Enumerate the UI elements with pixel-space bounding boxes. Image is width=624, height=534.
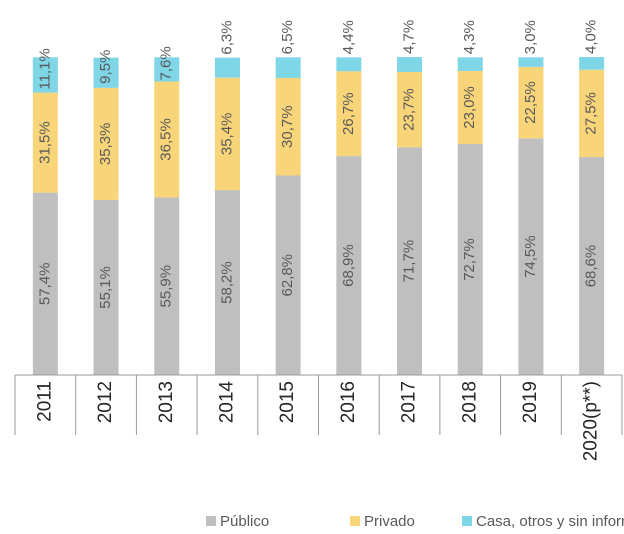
bar-segment [32, 192, 58, 375]
bar-segment [32, 57, 58, 93]
bar-segment [32, 92, 58, 193]
bar-segment [214, 57, 240, 78]
bar-segment [336, 71, 362, 157]
data-label: 57,4% [36, 263, 53, 306]
bar-segment [93, 57, 119, 88]
data-label: 30,7% [279, 105, 296, 148]
legend-label: Casa, otros y sin información [476, 513, 624, 530]
x-tick-label: 2013 [156, 381, 177, 423]
data-label: 6,3% [218, 20, 235, 54]
legend-label: Privado [364, 513, 415, 530]
data-label: 36,5% [158, 118, 175, 161]
data-label: 26,7% [340, 92, 357, 135]
x-tick-label: 2017 [399, 381, 420, 423]
data-label: 7,6% [158, 46, 175, 80]
data-label: 27,5% [583, 92, 600, 135]
data-label: 4,7% [401, 20, 418, 54]
data-label: 74,5% [522, 235, 539, 278]
bar-segment [214, 77, 240, 191]
x-tick-label: 2016 [338, 381, 359, 423]
bar-segment [214, 190, 240, 375]
bar-segment [457, 144, 483, 375]
bar-segment [154, 57, 180, 82]
bar-segment [154, 197, 180, 375]
data-label: 22,5% [522, 81, 539, 124]
bar-segment [397, 57, 423, 72]
legend-swatch [350, 516, 360, 526]
bar-segment [154, 81, 180, 198]
data-label: 55,9% [158, 265, 175, 308]
data-label: 55,1% [97, 266, 114, 309]
bar-segment [397, 71, 423, 148]
x-tick-label: 2020(p**) [581, 381, 602, 461]
bar-segment [457, 70, 483, 145]
data-label: 6,5% [279, 20, 296, 54]
data-label: 9,5% [97, 50, 114, 84]
data-label: 72,7% [461, 238, 478, 281]
bar-segment [93, 87, 119, 200]
bar-segment [397, 147, 423, 375]
data-label: 68,9% [340, 244, 357, 287]
bar-segment [518, 138, 544, 375]
x-tick-label: 2015 [277, 381, 298, 423]
bar-segment [579, 57, 605, 70]
data-label: 58,2% [218, 261, 235, 304]
data-label: 4,4% [340, 20, 357, 54]
legend-swatch [462, 516, 472, 526]
data-label: 3,0% [522, 20, 539, 54]
data-label: 31,5% [36, 121, 53, 164]
bar-segment [579, 69, 605, 158]
data-label: 71,7% [401, 240, 418, 283]
bar-segment [518, 66, 544, 139]
data-label: 23,7% [401, 88, 418, 131]
data-label: 62,8% [279, 254, 296, 297]
bar-segment [518, 57, 544, 67]
x-tick-label: 2012 [95, 381, 116, 423]
legend-label: Público [220, 513, 269, 530]
bar-segment [336, 156, 362, 375]
data-label: 35,3% [97, 123, 114, 166]
bar-segment [457, 57, 483, 71]
data-label: 4,3% [461, 20, 478, 54]
legend-swatch [206, 516, 216, 526]
x-tick-label: 2019 [520, 381, 541, 423]
bar-segment [579, 157, 605, 375]
bar-segment [275, 175, 301, 375]
data-label: 23,0% [461, 86, 478, 129]
bar-segment [275, 77, 301, 176]
x-tick-label: 2014 [216, 381, 237, 424]
bar-segment [275, 57, 301, 78]
data-label: 4,0% [583, 20, 600, 54]
x-tick-label: 2011 [34, 381, 55, 422]
bar-segment [93, 199, 119, 375]
data-label: 68,6% [583, 245, 600, 288]
data-label: 35,4% [218, 113, 235, 156]
data-label: 11,1% [36, 48, 53, 89]
x-tick-label: 2018 [459, 381, 480, 423]
bar-segment [336, 57, 362, 72]
